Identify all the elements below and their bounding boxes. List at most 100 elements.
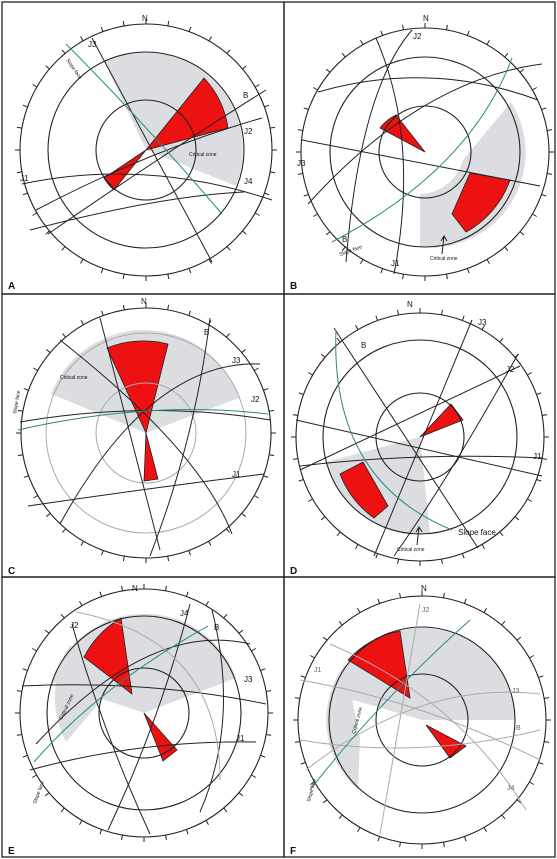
azimuth-tick [463,836,467,842]
panel-d-inner-circle [375,392,465,482]
azimuth-tick [165,585,167,591]
panel-f-frame [283,576,556,858]
panel-d-plane-extra [295,419,543,477]
panel-c-slope-label: Slope face [12,390,22,415]
panel-e-primitive-circle [19,588,269,838]
panel-f-j1-label: J1 [314,667,322,674]
panel-e-j2-label: J2 [70,621,79,630]
panel-a-j3-label: J3 [88,40,97,49]
azimuth-tick [99,591,103,597]
azimuth-tick [313,87,318,91]
panel-a-inner-circle [95,99,197,201]
panel-e-plane-bedding [199,609,225,813]
azimuth-tick [264,192,270,196]
azimuth-tick [17,454,23,457]
azimuth-tick [399,842,401,848]
panel-e-ticks [15,584,273,842]
panel-a-j2-label: J2 [244,127,253,136]
azimuth-tick [16,734,22,736]
panel-b-critical-arrow [440,235,448,255]
azimuth-tick [223,613,228,619]
azimuth-tick [298,478,304,482]
azimuth-tick [297,129,303,131]
azimuth-tick [22,754,28,758]
azimuth-tick [79,601,83,606]
azimuth-tick [516,636,522,641]
panel-c-ticks [16,303,276,563]
azimuth-tick [541,193,547,197]
azimuth-tick [167,556,170,562]
azimuth-tick [122,20,125,27]
azimuth-tick [297,173,303,175]
panel-f-friction-circle [328,626,516,814]
azimuth-tick [33,495,38,499]
azimuth-tick [308,372,313,376]
azimuth-tick [338,620,343,626]
azimuth-tick [79,820,83,825]
panel-e-bedding-label: B [214,623,219,632]
panel-b-plane-j3 [317,77,539,101]
panel-a-plane-bedding [47,89,267,235]
azimuth-tick [225,333,230,338]
azimuth-tick [251,774,256,778]
panel-a-slope-face [65,43,223,215]
panel-a-j4-label: J4 [244,177,253,186]
panel-b-wedge-nw [379,114,426,153]
azimuth-tick [542,458,548,460]
azimuth-tick [325,68,331,73]
panel-e: N J2 J4 B J3 J1 Critical zone Slope face… [1,576,285,858]
azimuth-tick [294,741,300,743]
azimuth-tick [46,512,51,517]
panel-c-north-label: N [141,297,147,306]
azimuth-tick [446,274,448,280]
panel-b-j3-label: J3 [297,159,306,168]
azimuth-tick [223,807,228,813]
azimuth-tick [375,553,379,559]
panel-f-plane-j3 [305,691,541,771]
panel-d-plane-j2 [393,353,519,557]
panel-f-j3-label: J3 [512,688,520,695]
azimuth-tick [310,781,315,785]
panel-c-j1-label: J1 [232,470,241,479]
azimuth-tick [360,259,364,264]
azimuth-tick [80,541,84,546]
azimuth-tick [266,690,272,692]
panel-b: N J2 J3 B J1 Slope face Critical zone B [283,1,556,295]
panel-f-primitive-circle [297,595,547,845]
azimuth-tick [300,675,306,679]
panel-b-north-label: N [423,14,429,23]
azimuth-tick [481,325,485,330]
azimuth-tick [547,173,553,175]
azimuth-tick [504,52,509,58]
azimuth-tick [32,212,38,216]
panel-a-primitive-circle [19,23,273,277]
azimuth-tick [22,668,28,672]
panel-a-bedding-label: B [243,91,248,100]
panel-c-slope-face [17,409,269,431]
azimuth-tick [544,741,550,743]
panel-a-j1-label: J1 [20,174,29,183]
azimuth-tick [208,258,212,264]
panel-b-critical-label: Critical zone [430,256,458,262]
azimuth-tick [165,835,167,841]
azimuth-tick [538,761,544,765]
panel-b-plane-bedding [307,63,543,205]
panel-e-j1-label: J1 [236,734,245,743]
azimuth-tick [60,807,65,813]
azimuth-tick [313,213,318,217]
panel-a: N J3 B J2 J4 J1 Critical zone Slope face… [1,1,285,295]
panel-f-slope-face [309,619,471,791]
azimuth-tick [357,608,361,613]
panel-b-friction-circle [329,56,521,248]
panel-b-plane-j1 [375,37,405,275]
azimuth-tick [402,24,404,30]
azimuth-tick [254,367,259,371]
azimuth-tick [536,478,542,482]
azimuth-tick [441,559,443,565]
panel-c-plane-extra2 [99,317,161,551]
panel-c-wedge-s [143,432,159,482]
panel-a-plane-j4 [29,191,245,231]
panel-f-j4-label: J4 [507,785,515,792]
azimuth-tick [292,458,298,460]
